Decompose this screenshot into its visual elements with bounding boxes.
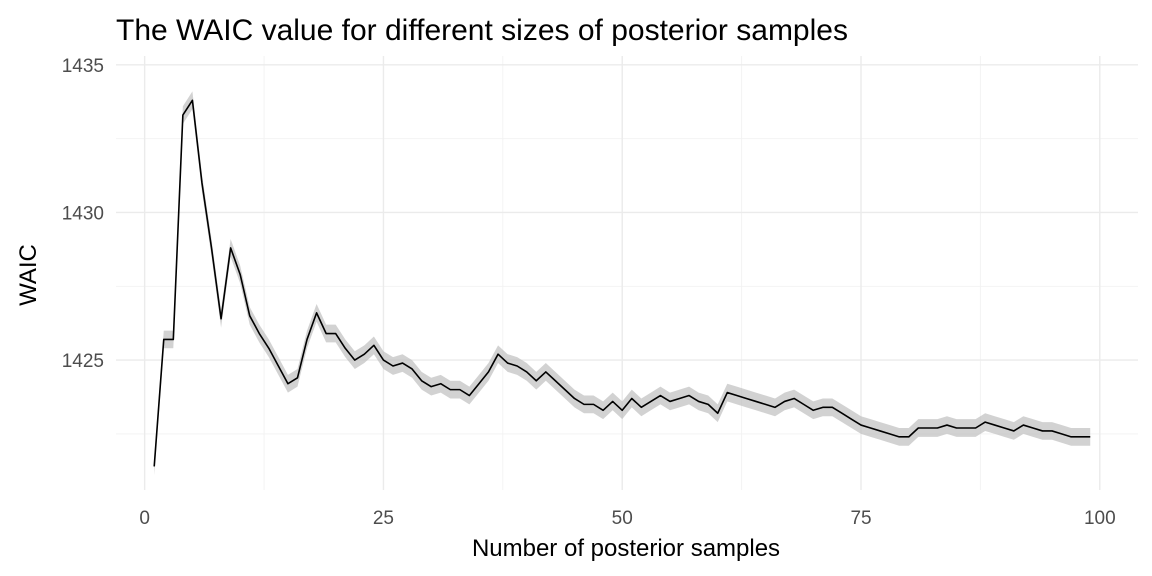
x-axis-title: Number of posterior samples <box>472 535 780 562</box>
y-tick-label: 1430 <box>62 203 104 224</box>
waic-series-line <box>153 99 1091 467</box>
x-tick-labels: 0 25 50 75 100 <box>139 508 1115 529</box>
x-tick-label: 0 <box>139 508 150 529</box>
y-axis-title: WAIC <box>15 244 42 306</box>
x-tick-label: 100 <box>1084 508 1116 529</box>
x-tick-label: 50 <box>612 508 633 529</box>
line-layer <box>153 99 1091 467</box>
y-tick-label: 1425 <box>62 351 104 372</box>
grid <box>116 56 1138 490</box>
x-tick-label: 75 <box>850 508 871 529</box>
chart-title: The WAIC value for different sizes of po… <box>116 14 848 47</box>
y-tick-labels: 1425 1430 1435 <box>62 56 104 372</box>
x-tick-label: 25 <box>373 508 394 529</box>
y-tick-label: 1435 <box>62 56 104 77</box>
